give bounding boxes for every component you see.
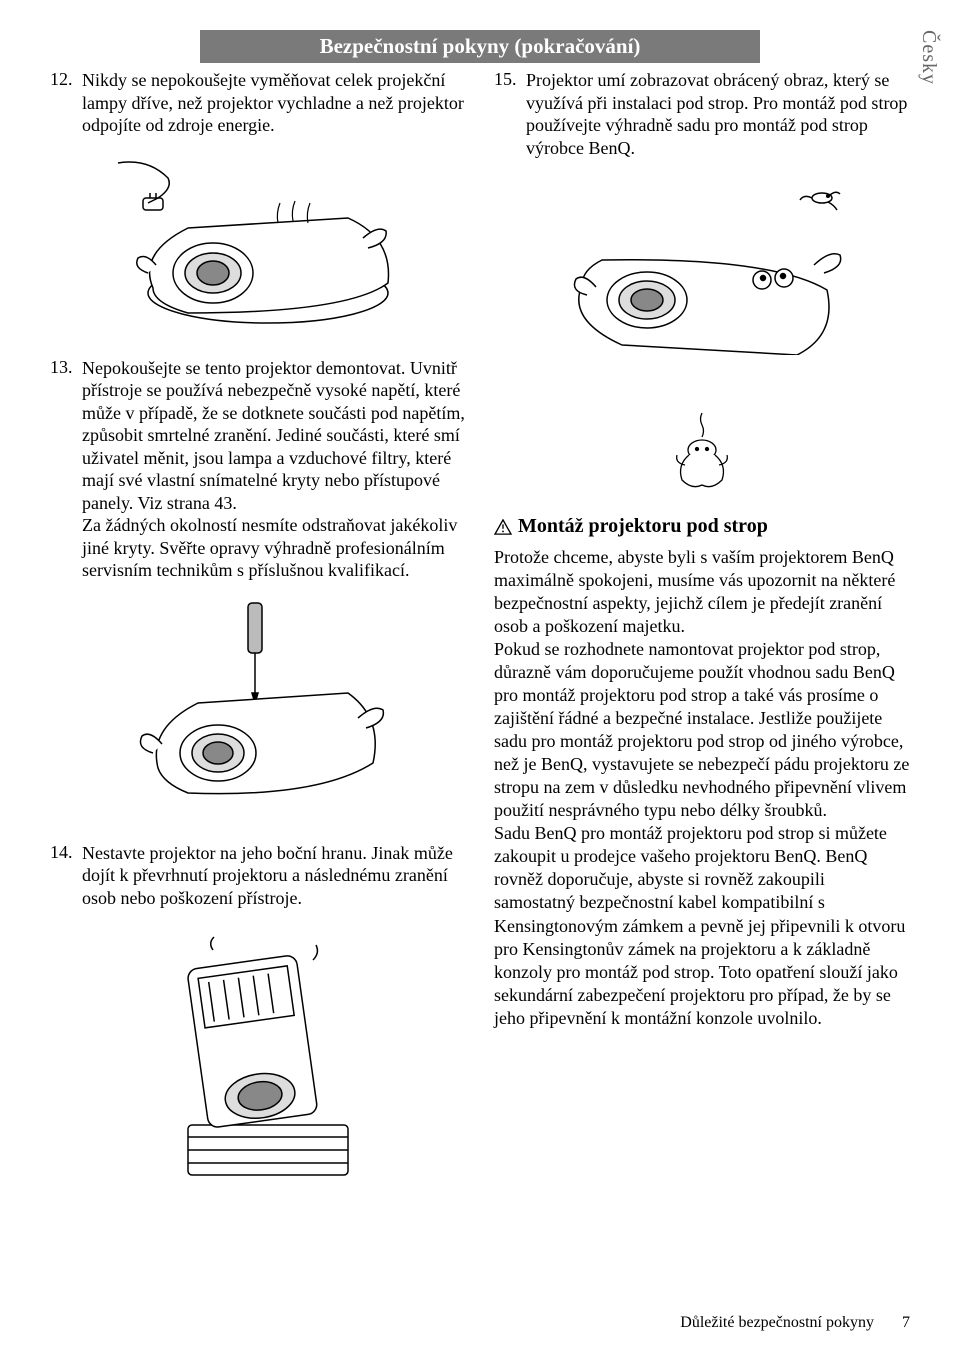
illustration-lamp-hot <box>50 153 466 333</box>
warning-heading: Montáž projektoru pod strop <box>494 515 910 538</box>
illustration-side-tilt <box>50 925 466 1185</box>
warning-body-text: Protože chceme, abyste byli s vaším proj… <box>494 546 910 1030</box>
left-column: 12. Nikdy se nepokoušejte vyměňovat cele… <box>50 69 466 1209</box>
item-text: Nepokoušejte se tento projektor demontov… <box>82 357 466 582</box>
footer-page-number: 7 <box>902 1314 910 1332</box>
item-number: 15. <box>494 69 526 159</box>
page-header: Bezpečnostní pokyny (pokračování) <box>200 30 760 63</box>
warning-title: Montáž projektoru pod strop <box>518 515 768 538</box>
language-tab: Česky <box>917 30 940 85</box>
item-text: Projektor umí zobrazovat obrácený obraz,… <box>526 69 910 159</box>
safety-item-14: 14. Nestavte projektor na jeho boční hra… <box>50 842 466 910</box>
illustration-disassembly <box>50 598 466 818</box>
safety-item-12: 12. Nikdy se nepokoušejte vyměňovat cele… <box>50 69 466 137</box>
illustration-ceiling-mount <box>494 175 910 355</box>
warning-triangle-icon <box>494 519 512 535</box>
safety-item-13: 13. Nepokoušejte se tento projektor demo… <box>50 357 466 582</box>
item-number: 13. <box>50 357 82 582</box>
item-number: 12. <box>50 69 82 137</box>
content-columns: 12. Nikdy se nepokoušejte vyměňovat cele… <box>50 69 910 1209</box>
item-text: Nikdy se nepokoušejte vyměňovat celek pr… <box>82 69 466 137</box>
right-column: 15. Projektor umí zobrazovat obrácený ob… <box>494 69 910 1209</box>
item-number: 14. <box>50 842 82 910</box>
safety-item-15: 15. Projektor umí zobrazovat obrácený ob… <box>494 69 910 159</box>
page-footer: Důležité bezpečnostní pokyny 7 <box>680 1314 910 1332</box>
illustration-hanging <box>494 405 910 505</box>
footer-section-name: Důležité bezpečnostní pokyny <box>680 1314 874 1332</box>
item-text: Nestavte projektor na jeho boční hranu. … <box>82 842 466 910</box>
